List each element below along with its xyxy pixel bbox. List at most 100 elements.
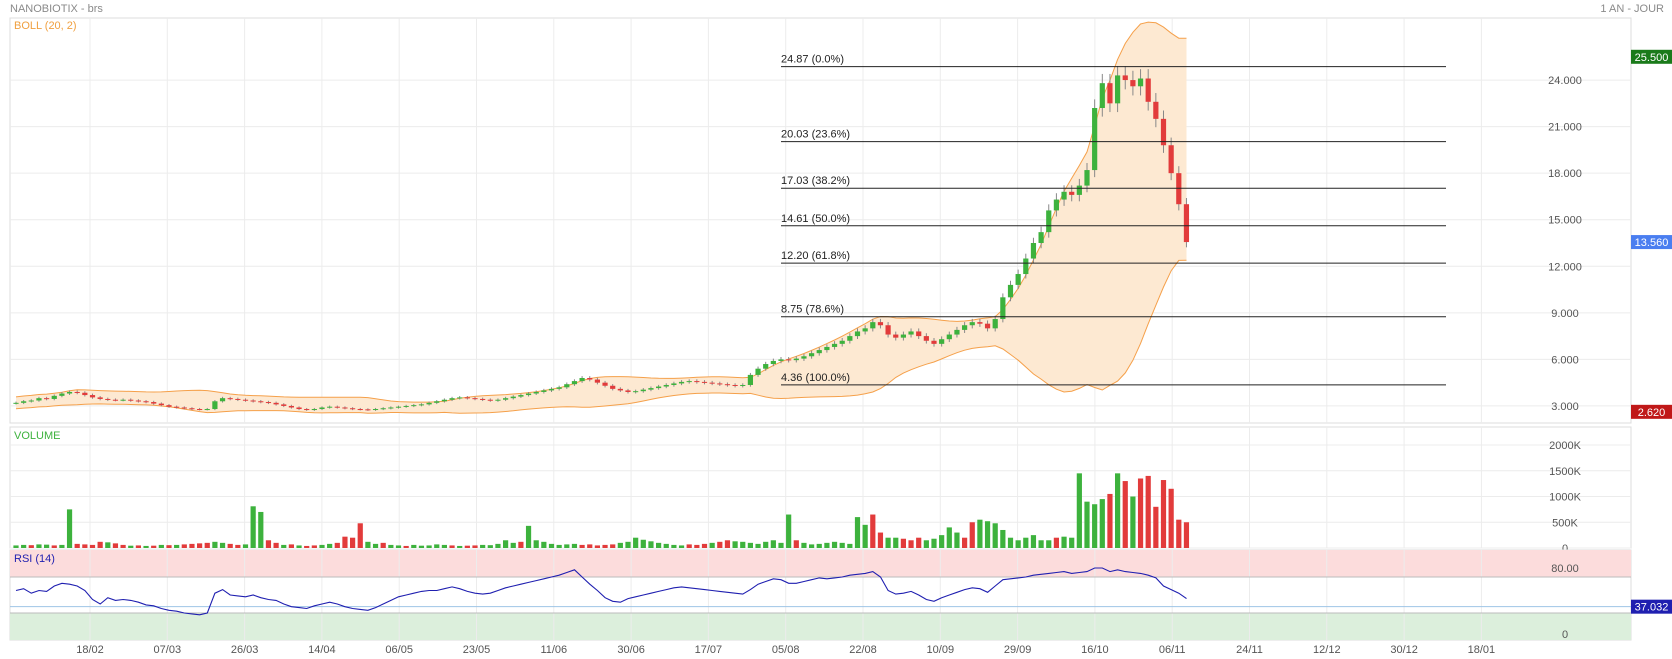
volume-bar (181, 544, 187, 548)
candle-body (365, 409, 371, 411)
candle-body (112, 399, 119, 401)
volume-bar (135, 545, 141, 548)
price-y-axis: 3.000 6.000 9.000 12.000 15.000 18.000 21.000 2… (1548, 75, 1582, 413)
candle-body (319, 407, 325, 410)
volume-bar (786, 514, 792, 548)
rsi-badge: 37.032 (1631, 599, 1672, 614)
volume-bar (13, 545, 19, 548)
rsi-panel: 080.00 RSI (14) 37.032 (9, 549, 1672, 641)
rsi-oversold-zone (10, 613, 1631, 640)
period-label[interactable]: 1 AN - JOUR (1600, 3, 1664, 15)
candle-body (900, 334, 906, 338)
candle-body (946, 334, 952, 340)
candle-body (82, 392, 88, 396)
volume-bar (82, 544, 88, 548)
volume-bar (862, 524, 868, 548)
x-tick-label: 22/08 (849, 644, 877, 656)
volume-bar (212, 541, 218, 548)
rsi-gridlines (10, 550, 1631, 640)
candle-body (939, 339, 945, 344)
candle-body (135, 400, 141, 402)
volume-bar (594, 545, 600, 548)
volume-bar (59, 544, 65, 548)
volume-bar (1115, 473, 1121, 548)
volume-bar (724, 540, 731, 548)
volume-bar (1153, 506, 1159, 548)
candle-body (143, 401, 149, 403)
x-tick-label: 24/11 (1236, 644, 1263, 656)
candle-body (663, 384, 669, 387)
volume-bar (877, 532, 884, 548)
chart-title: NANOBIOTIX - brs (10, 3, 103, 15)
volume-bar (449, 545, 455, 548)
price-y-tick: 24.000 (1548, 75, 1582, 87)
volume-bar (472, 545, 478, 548)
x-tick-label: 14/04 (308, 644, 336, 656)
volume-bar (495, 543, 501, 548)
low-price-badge: 2.620 (1638, 407, 1666, 419)
candle-body (533, 391, 539, 394)
candle-body (564, 384, 570, 388)
candle-body (449, 398, 455, 400)
volume-bar (854, 517, 861, 548)
fibonacci-label: 17.03 (38.2%) (781, 175, 850, 187)
candle-body (740, 384, 746, 386)
volume-bar (1069, 537, 1075, 548)
volume-bar (640, 539, 646, 548)
x-tick-label: 17/07 (695, 644, 723, 656)
rsi-last-value: 37.032 (1635, 602, 1669, 614)
volume-bar (809, 544, 815, 548)
volume-bar (174, 544, 180, 548)
candle-body (418, 404, 425, 406)
candle-body (1007, 284, 1014, 298)
candle-body (870, 322, 876, 329)
x-tick-label: 26/03 (231, 644, 259, 656)
volume-bar (686, 544, 692, 548)
x-tick-label: 12/12 (1313, 644, 1341, 656)
candle-body (334, 406, 340, 408)
volume-bar (709, 542, 715, 548)
volume-bar (625, 541, 631, 548)
candle-body (541, 390, 547, 392)
volume-bar (962, 537, 968, 548)
x-tick-label: 30/12 (1390, 644, 1418, 656)
candle-body (1092, 108, 1098, 171)
volume-bar (923, 540, 929, 548)
candle-body (747, 374, 753, 385)
candle-body (342, 407, 348, 409)
candle-body (854, 331, 861, 337)
volume-bar (533, 540, 539, 548)
x-tick-label: 06/11 (1159, 644, 1186, 656)
volume-bar (380, 542, 386, 548)
candle-body (464, 397, 470, 399)
candle-body (1046, 210, 1052, 233)
volume-bar (847, 543, 853, 548)
volume-bar (242, 544, 249, 548)
volume-bar (388, 544, 394, 548)
rsi-y-tick: 80.00 (1551, 563, 1579, 575)
candle-body (304, 409, 310, 411)
candle-body (923, 336, 929, 341)
candle-body (648, 388, 654, 390)
rsi-y-axis: 080.00 (1551, 563, 1579, 641)
candle-body (212, 401, 218, 410)
candle-body (625, 390, 631, 392)
candle-body (1130, 80, 1136, 87)
candle-body (548, 388, 555, 391)
volume-bar (1099, 499, 1105, 548)
fibonacci-label: 4.36 (100.0%) (781, 372, 850, 384)
candle-body (755, 368, 761, 375)
volume-bar (426, 545, 432, 548)
candle-body (181, 407, 187, 409)
candle-body (13, 402, 19, 404)
price-y-tick: 15.000 (1548, 215, 1582, 227)
candle-body (701, 381, 708, 383)
volume-bar (770, 540, 776, 548)
x-tick-label: 29/09 (1004, 644, 1032, 656)
volume-bar (541, 541, 547, 548)
candle-body (908, 331, 914, 335)
candle-body (594, 379, 600, 383)
candle-body (831, 343, 838, 347)
volume-bar (671, 544, 677, 548)
